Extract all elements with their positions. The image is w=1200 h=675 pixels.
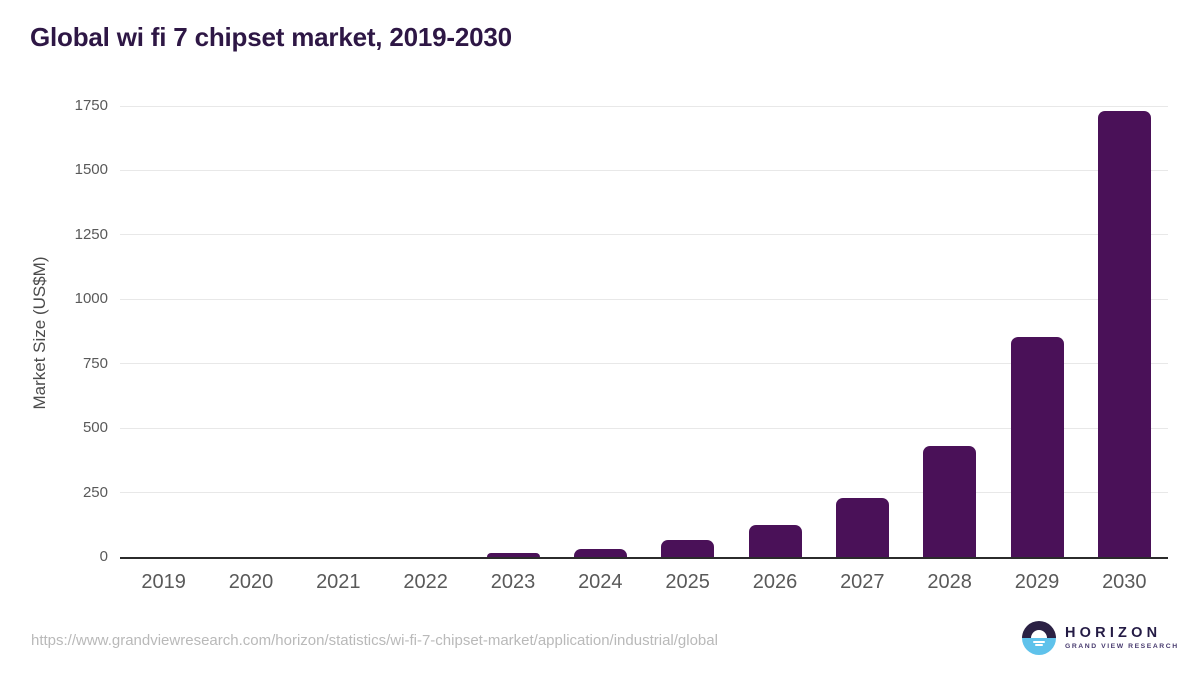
plot-area: [120, 105, 1168, 557]
gridline-750: [120, 363, 1168, 365]
x-tick-2020: 2020: [228, 571, 274, 593]
source-url: https://www.grandviewresearch.com/horizo…: [31, 632, 718, 649]
logo-text-block: HORIZON GRAND VIEW RESEARCH: [1065, 624, 1179, 651]
bar-2023[interactable]: [486, 553, 540, 557]
horizon-logo: HORIZON GRAND VIEW RESEARCH: [1022, 621, 1179, 655]
logo-subtitle: GRAND VIEW RESEARCH: [1065, 643, 1179, 651]
gridline-1500: [120, 169, 1168, 171]
bar-2029[interactable]: [1010, 336, 1064, 557]
bar-2025[interactable]: [661, 539, 715, 557]
x-tick-2019: 2019: [141, 571, 186, 593]
y-axis-title: Market Size (US$M): [30, 256, 49, 410]
x-tick-2021: 2021: [316, 571, 361, 593]
bar-2026[interactable]: [748, 525, 802, 557]
x-tick-2030: 2030: [1102, 571, 1147, 593]
bar-2027[interactable]: [835, 498, 889, 557]
sun-dome-icon: [1031, 630, 1047, 638]
x-tick-2029: 2029: [1014, 571, 1060, 593]
y-tick-500: 500: [82, 419, 108, 437]
gridline-1750: [120, 105, 1168, 107]
gridline-1000: [120, 298, 1168, 300]
bar-2024[interactable]: [573, 548, 627, 557]
y-tick-1250: 1250: [74, 225, 108, 243]
sun-reflection-stripe: [1033, 640, 1045, 643]
y-tick-1500: 1500: [74, 161, 108, 179]
chart-title: Global wi fi 7 chipset market, 2019-2030: [30, 22, 512, 52]
gridline-500: [120, 427, 1168, 429]
x-tick-2028: 2028: [927, 571, 972, 593]
gridline-1250: [120, 234, 1168, 236]
x-tick-2027: 2027: [840, 571, 885, 593]
y-tick-0: 0: [99, 548, 108, 565]
y-tick-1000: 1000: [74, 290, 108, 308]
sun-reflection-stripe: [1035, 644, 1043, 646]
bar-2030[interactable]: [1097, 111, 1151, 557]
gridline-250: [120, 492, 1168, 494]
horizon-sun-icon: [1022, 621, 1056, 655]
logo-name: HORIZON: [1065, 624, 1162, 641]
x-tick-2022: 2022: [403, 571, 448, 593]
y-tick-750: 750: [82, 354, 108, 372]
bar-2028[interactable]: [923, 446, 977, 557]
x-tick-2025: 2025: [665, 571, 710, 593]
x-tick-2023: 2023: [490, 571, 536, 593]
y-tick-1750: 1750: [74, 97, 108, 114]
x-tick-2024: 2024: [578, 571, 623, 593]
y-tick-250: 250: [82, 483, 108, 501]
x-tick-2026: 2026: [752, 571, 798, 593]
x-axis-line: [120, 557, 1168, 559]
